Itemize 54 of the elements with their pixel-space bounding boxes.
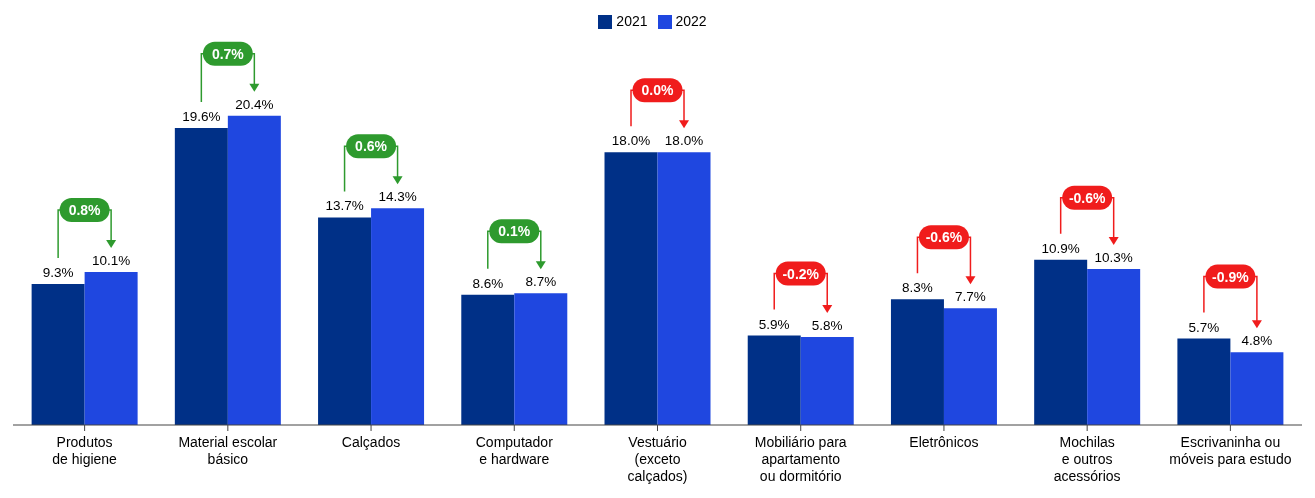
bar — [84, 271, 138, 425]
x-tick-label: Calçados — [341, 434, 401, 450]
annotation: -0.9% — [1212, 268, 1250, 285]
bar — [890, 299, 944, 425]
annotation: 0.6% — [355, 138, 388, 155]
bar — [747, 335, 801, 425]
x-tick-label: Mobiliário para apartamento ou dormitório — [754, 434, 847, 484]
data-label: 18.0% — [664, 133, 704, 149]
x-tick-label: Mochilas e outros acessórios — [1053, 434, 1121, 484]
bar — [1087, 268, 1141, 425]
data-label: 5.7% — [1188, 319, 1220, 335]
data-label: 5.9% — [758, 316, 790, 332]
legend-label: 2021 — [616, 13, 648, 29]
bar — [943, 308, 997, 425]
data-label: 10.3% — [1094, 249, 1133, 265]
bar — [371, 208, 425, 425]
x-tick-label: Material escolar básico — [178, 434, 278, 467]
bar — [1230, 352, 1284, 425]
data-label: 8.7% — [525, 274, 557, 290]
x-tick-label: Eletrônicos — [909, 434, 979, 450]
annotation: -0.6% — [1068, 189, 1107, 206]
bar — [657, 152, 711, 425]
data-label: 18.0% — [611, 133, 651, 149]
x-tick-label: Produtos de higiene — [52, 434, 118, 467]
difference-bracket: 0.1% — [487, 219, 546, 270]
bar — [461, 294, 515, 425]
data-label: 4.8% — [1241, 333, 1273, 349]
bar — [604, 152, 658, 425]
difference-bracket: -0.6% — [1059, 185, 1119, 245]
bar — [318, 217, 372, 425]
difference-bracket: 0.0% — [630, 78, 689, 129]
bar — [31, 284, 85, 425]
x-tick-label: Vestuário (exceto calçados) — [627, 434, 688, 484]
data-label: 5.8% — [811, 318, 843, 334]
annotation: 0.1% — [498, 223, 531, 240]
bar — [514, 293, 568, 425]
bar — [800, 337, 854, 425]
bar — [1034, 259, 1088, 425]
bar — [227, 115, 281, 425]
bar — [174, 127, 228, 425]
data-label: 8.6% — [472, 275, 504, 291]
bar — [1177, 338, 1231, 425]
x-tick-label: Computador e hardware — [475, 434, 554, 467]
annotation: -0.2% — [782, 265, 820, 282]
data-label: 13.7% — [325, 198, 364, 214]
annotation: -0.6% — [925, 229, 963, 246]
difference-bracket: -0.2% — [773, 261, 833, 314]
annotation: 0.8% — [68, 201, 102, 218]
x-tick-label: Escrivaninha ou móveis para estudo — [1169, 434, 1292, 467]
difference-bracket: 0.6% — [343, 134, 403, 193]
data-label: 19.6% — [182, 108, 221, 124]
data-label: 7.7% — [955, 289, 986, 305]
legend-label: 2022 — [675, 13, 707, 29]
data-label: 9.3% — [42, 265, 74, 281]
